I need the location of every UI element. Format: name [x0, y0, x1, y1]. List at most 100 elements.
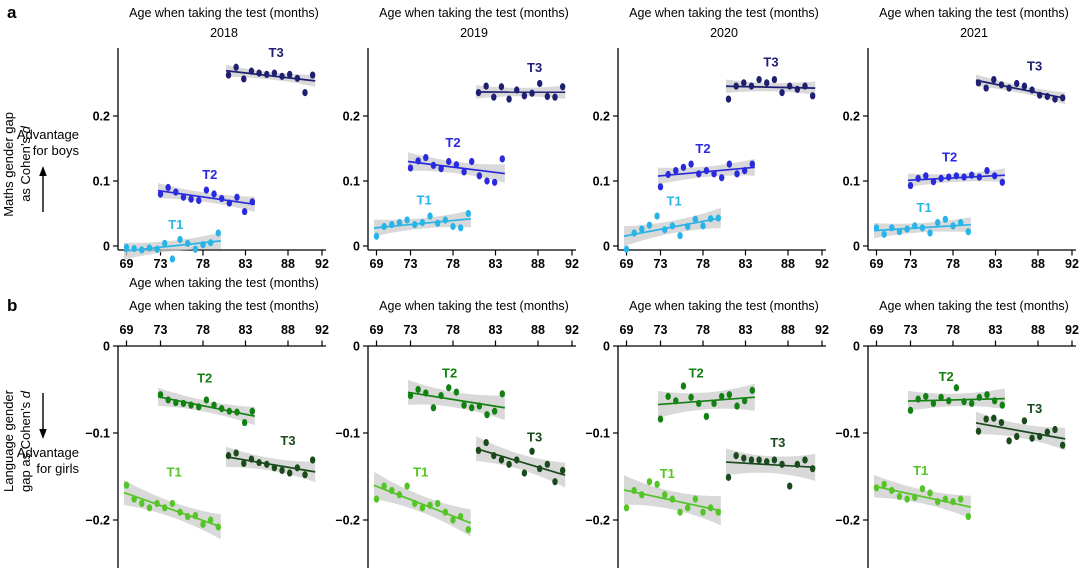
- panel-a-2018: Age when taking the test (months) 2018 6…: [80, 3, 330, 296]
- svg-text:92: 92: [1065, 323, 1079, 337]
- series-label-t3: T3: [770, 435, 785, 450]
- data-point-t2: [430, 161, 437, 169]
- advantage-word: Advantage: [16, 445, 79, 460]
- data-point-t1: [927, 229, 933, 237]
- data-point-t1: [154, 245, 160, 253]
- data-point-t3: [764, 458, 770, 466]
- data-point-t1: [950, 498, 956, 506]
- svg-text:92: 92: [815, 257, 829, 271]
- svg-text:69: 69: [370, 257, 384, 271]
- data-point-t2: [961, 173, 967, 181]
- data-point-t1: [677, 232, 683, 240]
- svg-text:88: 88: [1031, 323, 1045, 337]
- data-point-t2: [703, 412, 710, 421]
- data-point-t1: [435, 219, 441, 227]
- data-point-t3: [271, 464, 278, 472]
- data-point-t3: [248, 67, 255, 75]
- data-point-t2: [249, 198, 255, 206]
- data-point-t1: [873, 224, 880, 232]
- data-point-t2: [234, 193, 240, 201]
- data-point-t3: [725, 473, 732, 481]
- data-point-t1: [685, 222, 691, 231]
- data-point-t2: [453, 388, 460, 396]
- data-point-t1: [707, 215, 714, 223]
- series-label-t1: T1: [167, 465, 182, 480]
- x-axis-title: Age when taking the test (months): [80, 276, 330, 296]
- data-point-t3: [309, 456, 316, 464]
- data-point-t3: [741, 79, 747, 87]
- data-point-t2: [726, 160, 733, 168]
- data-point-t1: [207, 516, 214, 524]
- svg-text:83: 83: [739, 257, 753, 271]
- data-point-t1: [631, 486, 637, 495]
- data-point-t3: [809, 92, 816, 100]
- data-point-t3: [544, 92, 551, 101]
- advantage-group: for boys: [32, 143, 79, 159]
- data-point-t1: [146, 244, 153, 252]
- data-point-t1: [404, 216, 410, 224]
- data-point-t3: [991, 76, 997, 84]
- data-point-t3: [779, 460, 785, 468]
- data-point-t3: [1021, 417, 1028, 425]
- data-point-t3: [506, 460, 512, 468]
- data-point-t3: [514, 86, 520, 94]
- data-point-t3: [998, 81, 1005, 89]
- svg-text:0.1: 0.1: [593, 175, 610, 189]
- year-label: 2021: [960, 26, 988, 40]
- data-point-t3: [521, 92, 528, 100]
- data-point-t2: [923, 172, 929, 180]
- data-point-t1: [919, 224, 926, 232]
- data-point-t2: [469, 157, 475, 166]
- data-point-t2: [203, 396, 210, 404]
- data-point-t2: [946, 397, 952, 405]
- data-point-t1: [707, 504, 714, 512]
- svg-text:73: 73: [154, 257, 168, 271]
- data-point-t2: [688, 393, 694, 401]
- panel-title: Age when taking the test (months): [879, 6, 1069, 20]
- svg-text:92: 92: [315, 257, 329, 271]
- data-point-t3: [802, 82, 808, 90]
- svg-text:−0.2: −0.2: [85, 514, 110, 528]
- panel-head: Age when taking the test (months) 2019: [330, 3, 580, 42]
- data-point-t2: [696, 170, 702, 178]
- data-point-t1: [912, 493, 918, 501]
- panel-title: Age when taking the test (months): [879, 299, 1069, 313]
- data-point-t1: [396, 219, 403, 227]
- data-point-t1: [919, 485, 926, 493]
- data-point-t3: [756, 76, 762, 84]
- data-point-t1: [639, 225, 645, 233]
- data-point-t1: [957, 495, 964, 503]
- data-point-t3: [309, 71, 316, 79]
- svg-text:0.2: 0.2: [343, 110, 360, 124]
- data-point-t2: [999, 178, 1005, 186]
- data-point-t3: [998, 418, 1005, 427]
- data-point-t3: [771, 76, 778, 84]
- data-point-t2: [915, 395, 921, 403]
- data-point-t3: [491, 93, 497, 101]
- panel-head: Age when taking the test (months) 2021: [830, 3, 1080, 42]
- svg-text:92: 92: [315, 323, 329, 337]
- panel-b-letter: b: [7, 296, 18, 315]
- data-point-t3: [279, 466, 285, 475]
- data-point-t3: [264, 460, 270, 468]
- data-point-t1: [419, 504, 426, 512]
- plot-a-2020: 69 73 78 83 88 92 0 0.1 0.2 T1 T2 T3: [593, 48, 829, 271]
- svg-text:78: 78: [946, 257, 960, 271]
- data-point-t2: [688, 160, 694, 168]
- data-point-t1: [881, 480, 887, 488]
- data-point-t3: [475, 446, 482, 454]
- data-point-t2: [491, 407, 498, 415]
- data-point-t3: [287, 469, 293, 477]
- data-point-t3: [1059, 441, 1066, 449]
- data-point-t1: [389, 220, 395, 229]
- data-point-t2: [446, 157, 452, 166]
- data-point-t2: [180, 193, 187, 201]
- data-point-t2: [969, 171, 975, 179]
- data-point-t1: [185, 512, 191, 521]
- data-point-t2: [484, 177, 490, 185]
- svg-text:−0.2: −0.2: [835, 514, 860, 528]
- plot-a-2018: 69 73 78 83 88 92 0 0.1 0.2 T1 T2 T3: [93, 45, 329, 271]
- data-point-t1: [942, 215, 949, 223]
- data-point-t3: [294, 74, 301, 82]
- data-point-t2: [484, 411, 490, 419]
